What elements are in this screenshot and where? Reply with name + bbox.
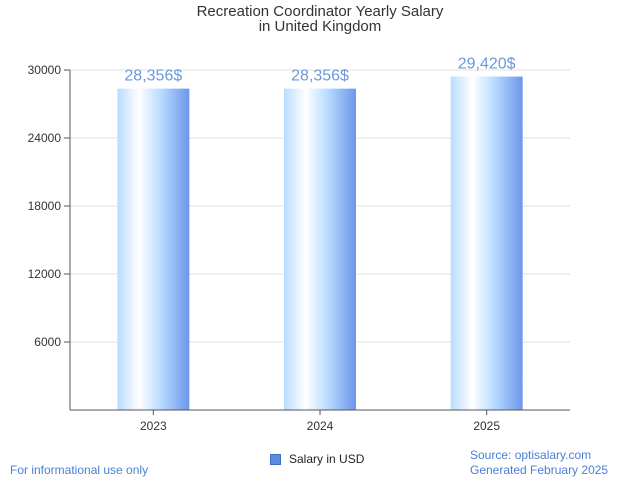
- data-label: 28,356$: [291, 68, 349, 85]
- source-note: Source: optisalary.com Generated Februar…: [470, 448, 608, 478]
- bar: [284, 88, 356, 410]
- data-label: 28,356$: [124, 68, 182, 85]
- bar: [450, 76, 523, 410]
- legend: Salary in USD: [270, 452, 364, 466]
- data-label: 29,420$: [458, 56, 516, 73]
- chart-title-line-2: in United Kingdom: [258, 18, 382, 35]
- x-tick-label: 2023: [140, 419, 167, 433]
- y-tick-label: 6000: [34, 335, 61, 349]
- labels: 6000 12000 18000 24000 30000 2023 28,356$ 2024 2…: [28, 56, 516, 433]
- bar: [117, 88, 190, 410]
- legend-label: Salary in USD: [289, 452, 365, 466]
- disclaimer-note: For informational use only: [10, 463, 149, 477]
- chart-title: Recreation Coordinator Yearly Salary in …: [0, 4, 640, 34]
- chart-title-line-1: Recreation Coordinator Yearly Salary: [196, 3, 444, 20]
- legend-swatch: [270, 453, 281, 465]
- bars: [117, 76, 523, 410]
- y-tick-label: 18000: [28, 199, 62, 213]
- x-tick-label: 2024: [307, 419, 334, 433]
- y-tick-label: 12000: [28, 267, 62, 281]
- y-tick-label: 30000: [28, 63, 62, 77]
- generated-text: Generated February 2025: [470, 463, 609, 477]
- axes: [64, 69, 570, 415]
- x-tick-label: 2025: [473, 419, 500, 433]
- source-text: Source: optisalary.com: [470, 448, 592, 462]
- y-tick-label: 24000: [28, 131, 62, 145]
